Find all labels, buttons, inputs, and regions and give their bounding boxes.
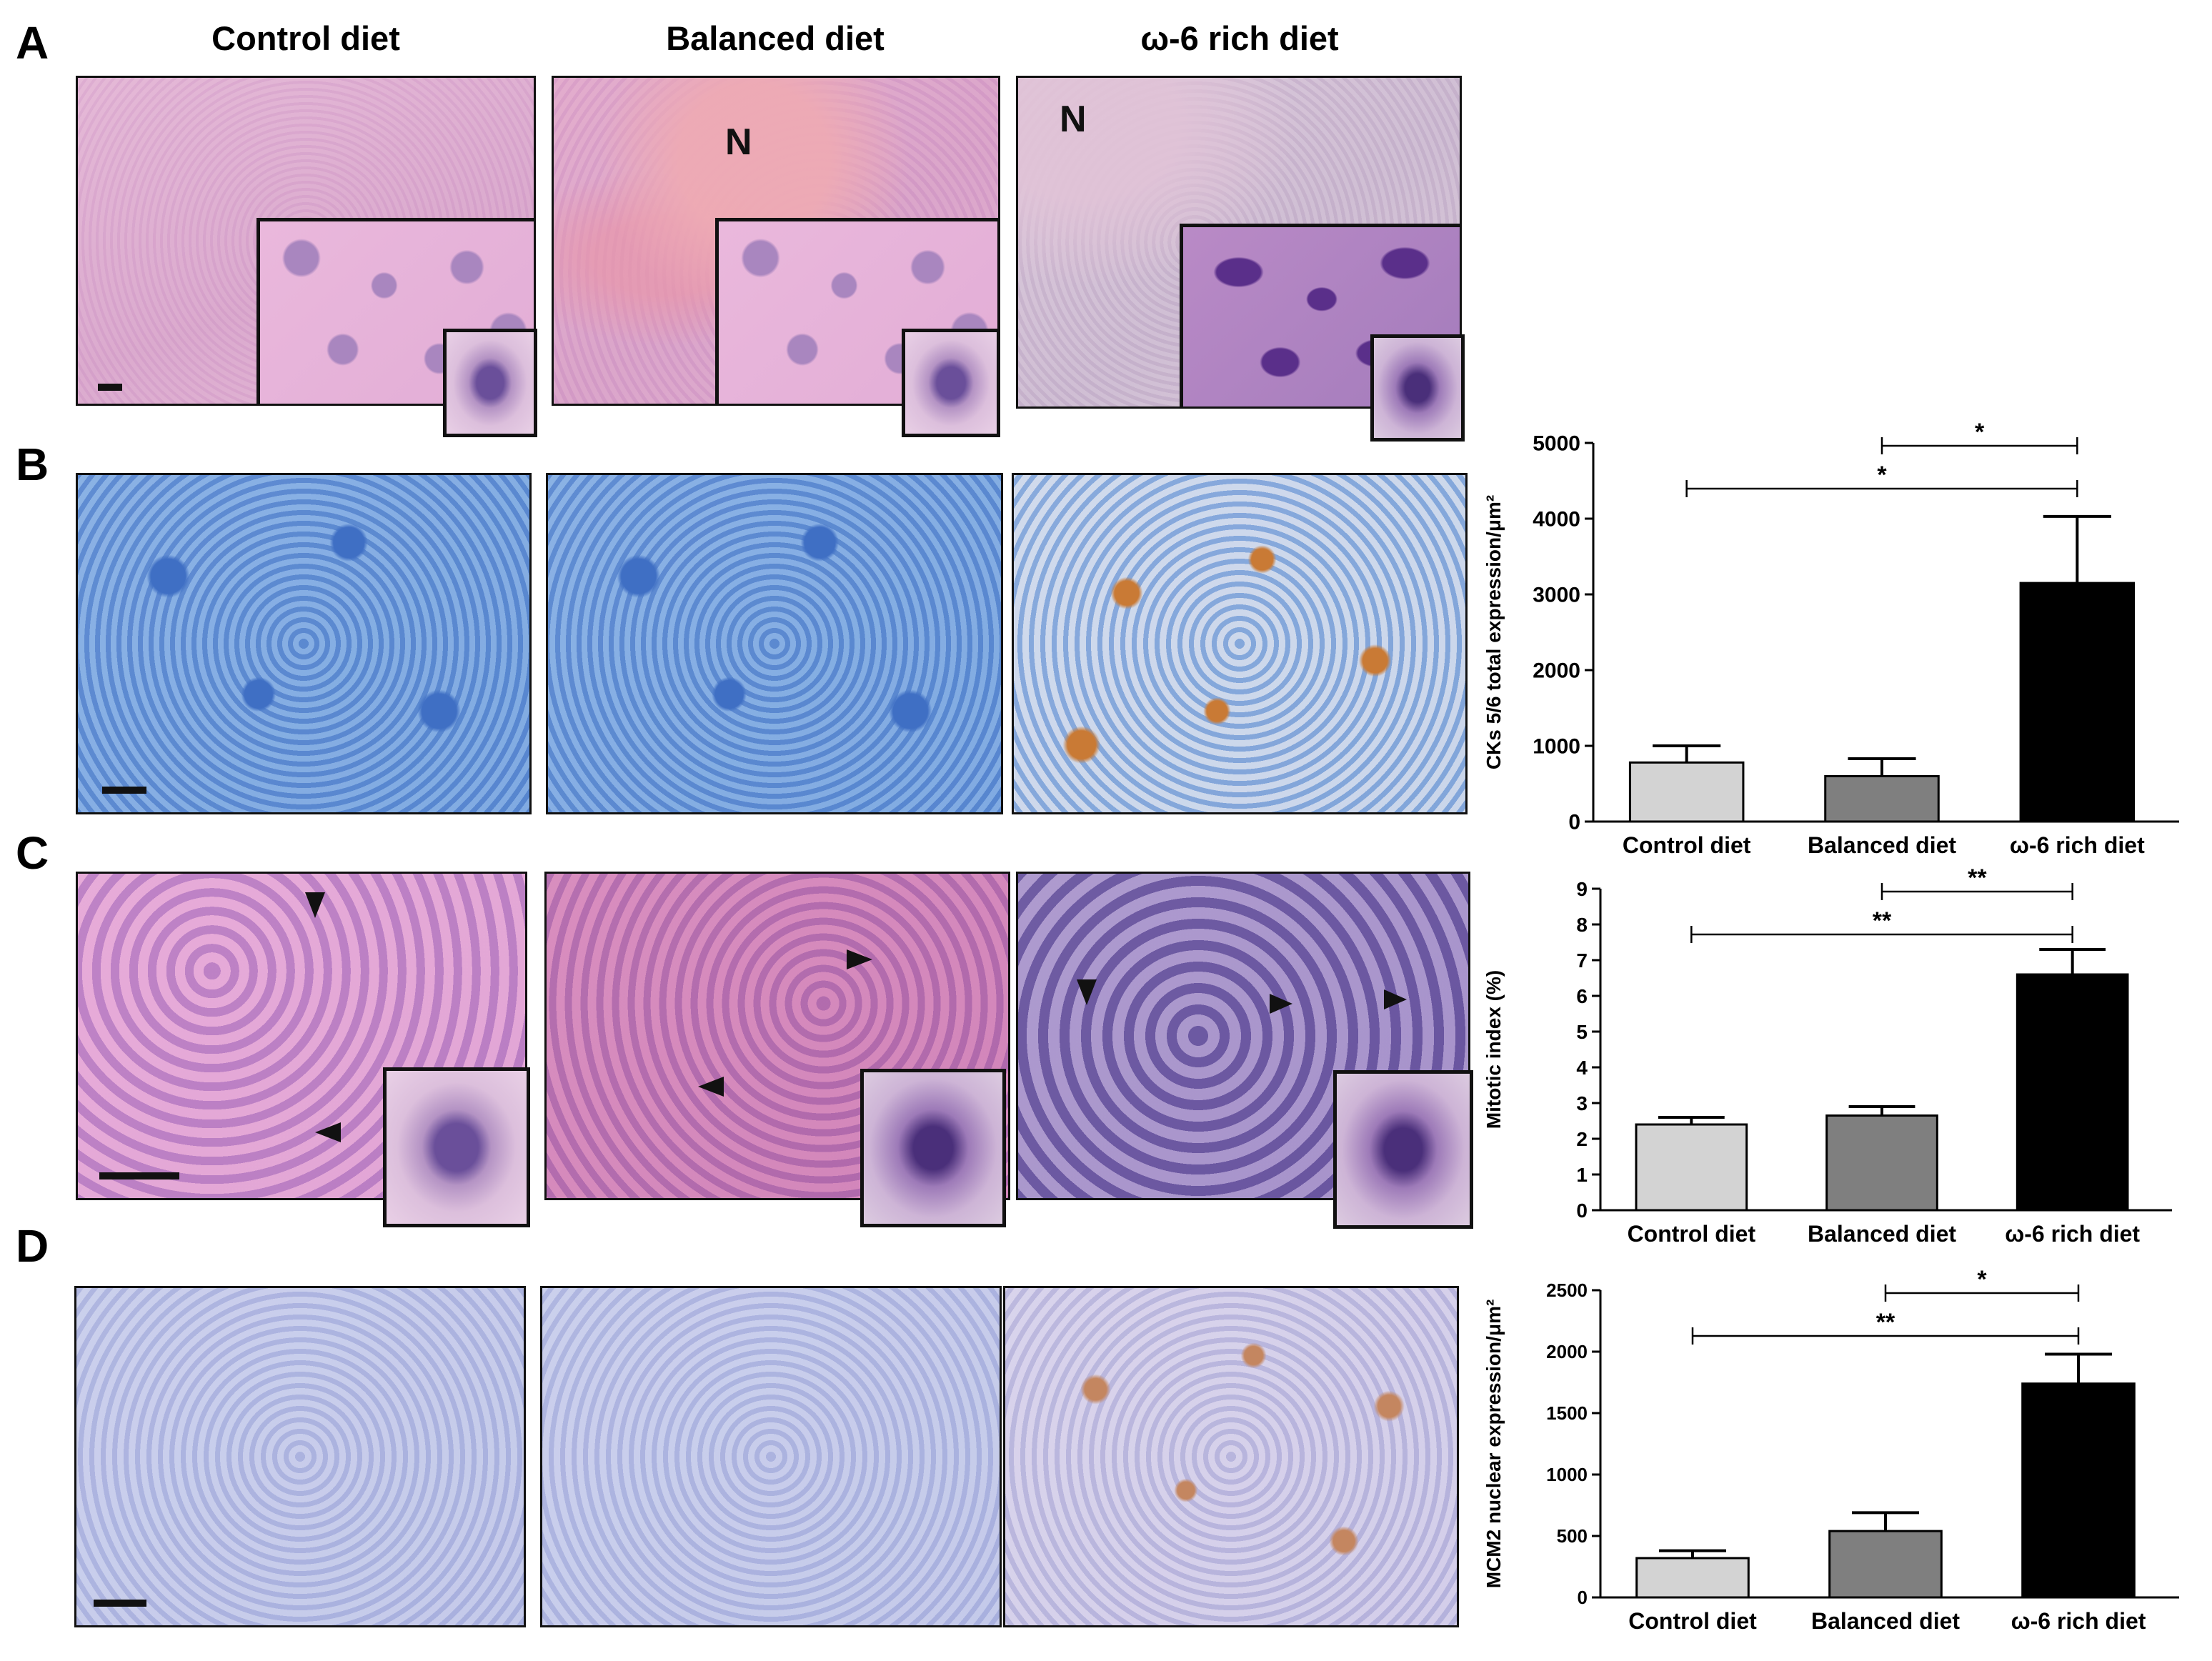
- chart-c-category-label: ω-6 rich diet: [2005, 1221, 2140, 1247]
- chart-d-significance-label: **: [1876, 1309, 1895, 1336]
- chart-b-y-tick-label: 0: [1568, 811, 1580, 834]
- necrosis-label-omega6: N: [1060, 99, 1087, 140]
- chart-c-bar: [1635, 1123, 1748, 1212]
- chart-d-y-tick-label: 1000: [1546, 1464, 1588, 1485]
- chart-b-bar: [1628, 761, 1745, 823]
- chart-c-mitotic-index: 0 1 2 3 4 5 6 7 8 9 Mitotic index (%) Control diet B…: [1483, 864, 2172, 1247]
- chart-d-category-label: ω-6 rich diet: [2011, 1608, 2146, 1634]
- chart-b-y-tick-label: 4000: [1533, 508, 1580, 532]
- chart-d-category-label: Control diet: [1628, 1608, 1757, 1634]
- chart-b-category-label: Balanced diet: [1808, 832, 1956, 858]
- column-title-balanced: Balanced diet: [666, 19, 885, 57]
- scale-bar-a: [98, 384, 122, 391]
- chart-c-y-axis-label: Mitotic index (%): [1483, 970, 1505, 1129]
- scale-bar-b: [102, 787, 146, 794]
- chart-c-y-tick-label: 4: [1576, 1057, 1588, 1079]
- chart-b-bar: [1824, 774, 1940, 823]
- mitosis-arrow-c-omega6-2: [1270, 994, 1292, 1014]
- chart-c-y-tick-label: 8: [1576, 914, 1588, 936]
- micrograph-b-omega6: [1012, 473, 1468, 814]
- cell-zoom-a-balanced: [902, 329, 1000, 437]
- chart-d-y-tick-label: 500: [1557, 1525, 1588, 1547]
- micrograph-d-omega6: [1003, 1286, 1459, 1627]
- chart-b-y-tick-label: 3000: [1533, 584, 1580, 607]
- mitosis-arrow-c-omega6-3: [1384, 989, 1407, 1009]
- mitosis-arrow-c-balanced-1: [847, 949, 872, 969]
- micrograph-b-control: [76, 473, 532, 814]
- chart-b-category-label: Control diet: [1623, 832, 1751, 858]
- chart-d-significance-label: *: [1977, 1266, 1987, 1293]
- chart-c-y-tick-label: 7: [1576, 949, 1588, 972]
- mitosis-arrow-c-omega6-1: [1077, 979, 1097, 1005]
- chart-b-significance-label: *: [1975, 422, 1985, 446]
- necrosis-label-balanced: N: [725, 121, 752, 163]
- chart-b-cks56: 0 1000 2000 3000 4000 5000 CKs 5/6 total expre…: [1483, 422, 2179, 858]
- panel-letter-b: B: [16, 439, 49, 490]
- micrograph-d-control: [74, 1286, 526, 1627]
- cell-zoom-c-control: [383, 1067, 530, 1227]
- panel-letter-c: C: [16, 827, 49, 879]
- chart-d-bar: [1635, 1557, 1750, 1599]
- micrograph-a-control: [76, 76, 536, 406]
- column-title-omega6: ω-6 rich diet: [1140, 19, 1339, 57]
- chart-c-y-tick-label: 3: [1576, 1092, 1588, 1114]
- chart-b-significance-label: *: [1877, 462, 1887, 489]
- chart-b-y-tick-label: 2000: [1533, 659, 1580, 683]
- chart-c-significance-label: **: [1968, 864, 1987, 892]
- chart-b-bar: [2019, 582, 2136, 823]
- mitosis-arrow-c-control-1: [305, 892, 325, 918]
- chart-d-mcm2: 0 500 1000 1500 2000 2500 MCM2 nuclear express…: [1483, 1266, 2179, 1634]
- cell-zoom-a-control: [443, 329, 537, 437]
- cell-zoom-c-omega6: [1333, 1070, 1473, 1229]
- micrograph-a-omega6: N: [1016, 76, 1462, 409]
- chart-c-y-tick-label: 9: [1576, 878, 1588, 900]
- chart-b-category-label: ω-6 rich diet: [2010, 832, 2145, 858]
- chart-b-y-axis-label: CKs 5/6 total expression/μm²: [1483, 495, 1505, 769]
- chart-d-y-tick-label: 2500: [1546, 1280, 1588, 1301]
- scale-bar-d: [94, 1600, 146, 1607]
- micrograph-d-balanced: [540, 1286, 1002, 1627]
- chart-c-y-tick-label: 0: [1576, 1199, 1588, 1222]
- chart-d-bar: [2021, 1382, 2136, 1599]
- cell-zoom-a-omega6: [1370, 334, 1465, 442]
- chart-b-y-tick-label: 1000: [1533, 735, 1580, 759]
- chart-c-bar: [1825, 1114, 1938, 1212]
- chart-d-y-axis-label: MCM2 nuclear expression/μm²: [1483, 1300, 1505, 1589]
- chart-c-category-label: Control diet: [1628, 1221, 1756, 1247]
- chart-c-y-tick-label: 6: [1576, 985, 1588, 1007]
- chart-c-y-tick-label: 1: [1576, 1164, 1588, 1186]
- chart-c-y-tick-label: 2: [1576, 1128, 1588, 1150]
- mitosis-arrow-c-control-2: [315, 1122, 341, 1142]
- micrograph-b-balanced: [546, 473, 1003, 814]
- panel-letter-d: D: [16, 1220, 49, 1272]
- mitosis-arrow-c-balanced-2: [698, 1077, 724, 1097]
- chart-d-y-tick-label: 0: [1578, 1587, 1588, 1608]
- scale-bar-c: [99, 1172, 179, 1179]
- chart-c-y-tick-label: 5: [1576, 1021, 1588, 1043]
- chart-d-bar: [1828, 1530, 1943, 1599]
- chart-c-bar: [2016, 973, 2129, 1212]
- chart-b-y-tick-label: 5000: [1533, 432, 1580, 456]
- column-title-control: Control diet: [211, 19, 400, 57]
- inset-a-omega6: [1180, 224, 1460, 406]
- chart-d-y-tick-label: 1500: [1546, 1402, 1588, 1424]
- chart-d-category-label: Balanced diet: [1811, 1608, 1960, 1634]
- cell-zoom-c-balanced: [860, 1069, 1006, 1227]
- panel-letter-a: A: [16, 17, 49, 69]
- chart-c-category-label: Balanced diet: [1808, 1221, 1956, 1247]
- chart-c-significance-label: **: [1873, 907, 1892, 934]
- chart-d-y-tick-label: 2000: [1546, 1341, 1588, 1362]
